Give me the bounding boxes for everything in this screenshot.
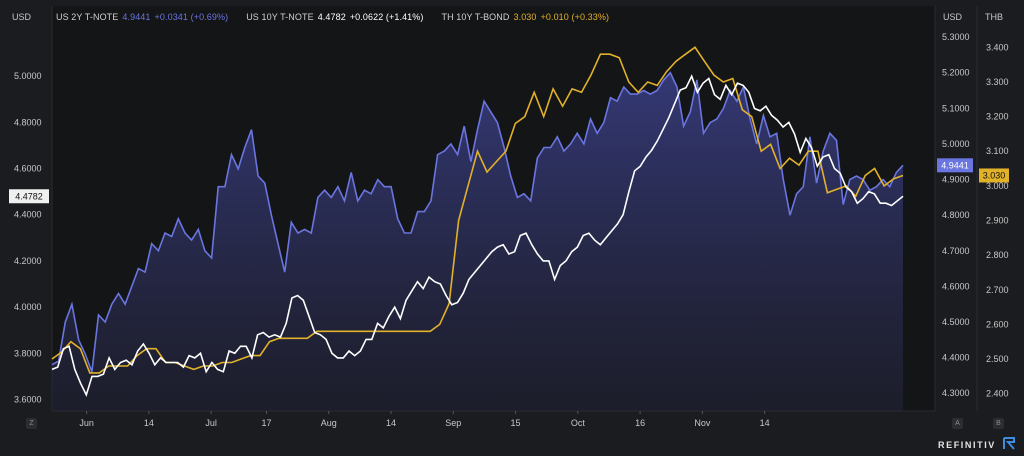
right-thb-axis-tick-label: 2.500 [986,354,1009,364]
legend-item-us10y[interactable]: US 10Y T-NOTE 4.4782 +0.0622 (+1.41%) [246,12,423,22]
right-usd-axis-tick-label: 5.2000 [942,68,970,78]
legend-item-us2y[interactable]: US 2Y T-NOTE 4.9441 +0.0341 (+0.69%) [56,12,228,22]
right-usd-axis-unit: USD [943,12,963,22]
us2y-area [52,72,903,411]
us10y-line [51,74,904,397]
x-axis-tick-label: 16 [635,418,645,428]
right-thb-axis-tick-label: 3.100 [986,146,1009,156]
x-axis-tick-label: 17 [261,418,271,428]
legend-value: 4.9441 [122,12,151,22]
th10y-line [51,46,904,374]
legend-name: TH 10Y T-BOND [441,12,510,22]
left-axis-tick-label: 4.8000 [14,117,42,127]
right-usd-axis-tick-label: 5.0000 [942,139,970,149]
scale-b-button[interactable]: B [993,418,1004,429]
zoom-reset-button[interactable]: Z [26,418,37,429]
right-usd-axis-tick-label: 5.3000 [942,32,970,42]
x-axis-tick-label: Aug [321,418,337,428]
x-axis-tick-label: 14 [144,418,154,428]
right-usd-axis-tick-label: 4.8000 [942,210,970,220]
x-axis-tick-label: Oct [571,418,586,428]
right-thb-axis-tick-label: 2.900 [986,216,1009,226]
right-thb-axis-tick-label: 2.700 [986,285,1009,295]
legend-value: 4.4782 [317,12,346,22]
x-axis-tick-label: Nov [694,418,711,428]
right-thb-axis-tick-label: 3.400 [986,42,1009,52]
legend-item-th10y[interactable]: TH 10Y T-BOND 3.030 +0.010 (+0.33%) [441,12,609,22]
right-thb-axis-unit: THB [985,12,1003,22]
us2y-line [51,71,904,373]
right-thb-axis-tick-label: 2.400 [986,389,1009,399]
left-axis-tick-label: 4.4000 [14,210,42,220]
left-axis-tick-label: 3.6000 [14,394,42,404]
x-axis-tick-label: Sep [445,418,461,428]
right-thb-axis-tick-label: 2.800 [986,250,1009,260]
x-axis-tick-label: 14 [760,418,770,428]
right-usd-axis-tick-label: 4.7000 [942,246,970,256]
legend-change: +0.0341 (+0.69%) [154,12,229,22]
left-axis-tick-label: 5.0000 [14,71,42,81]
legend-change: +0.0622 (+1.41%) [349,12,424,22]
brand-logo-text: REFINITIV [938,440,996,450]
th10y-last-value-tag [979,168,1009,183]
legend: US 2Y T-NOTE 4.9441 +0.0341 (+0.69%) US … [56,12,609,22]
x-axis-tick-label: 15 [511,418,521,428]
x-axis-tick-label: Jul [205,418,217,428]
left-axis-tick-label: 3.8000 [14,348,42,358]
th10y-last-value-label: 3.030 [983,170,1006,180]
x-axis-tick-label: 14 [386,418,396,428]
left-axis-tick-label: 4.6000 [14,164,42,174]
legend-name: US 10Y T-NOTE [246,12,314,22]
right-usd-axis-tick-label: 5.1000 [942,103,970,113]
us10y-last-value-tag [9,189,49,204]
us10y-last-value-label: 4.4782 [15,191,43,201]
auto-scale-button[interactable]: A [952,418,963,429]
us2y-last-value-tag [937,158,973,173]
refinitiv-logo-icon [1003,437,1015,450]
right-thb-axis-tick-label: 3.200 [986,112,1009,122]
legend-change: +0.010 (+0.33%) [540,12,610,22]
right-thb-axis-tick-label: 3.300 [986,77,1009,87]
right-thb-axis-tick-label: 2.600 [986,319,1009,329]
right-usd-axis-tick-label: 4.9000 [942,175,970,185]
left-axis-tick-label: 4.0000 [14,302,42,312]
right-thb-axis-tick-label: 3.000 [986,181,1009,191]
left-axis-tick-label: 4.2000 [14,256,42,266]
right-usd-axis-tick-label: 4.5000 [942,317,970,327]
legend-name: US 2Y T-NOTE [56,12,119,22]
right-usd-axis-tick-label: 4.4000 [942,353,970,363]
us2y-last-value-label: 4.9441 [941,160,969,170]
legend-value: 3.030 [513,12,537,22]
right-usd-axis-tick-label: 4.3000 [942,388,970,398]
x-axis-tick-label: Jun [79,418,94,428]
right-usd-axis-tick-label: 4.6000 [942,281,970,291]
left-axis-unit: USD [12,12,32,22]
